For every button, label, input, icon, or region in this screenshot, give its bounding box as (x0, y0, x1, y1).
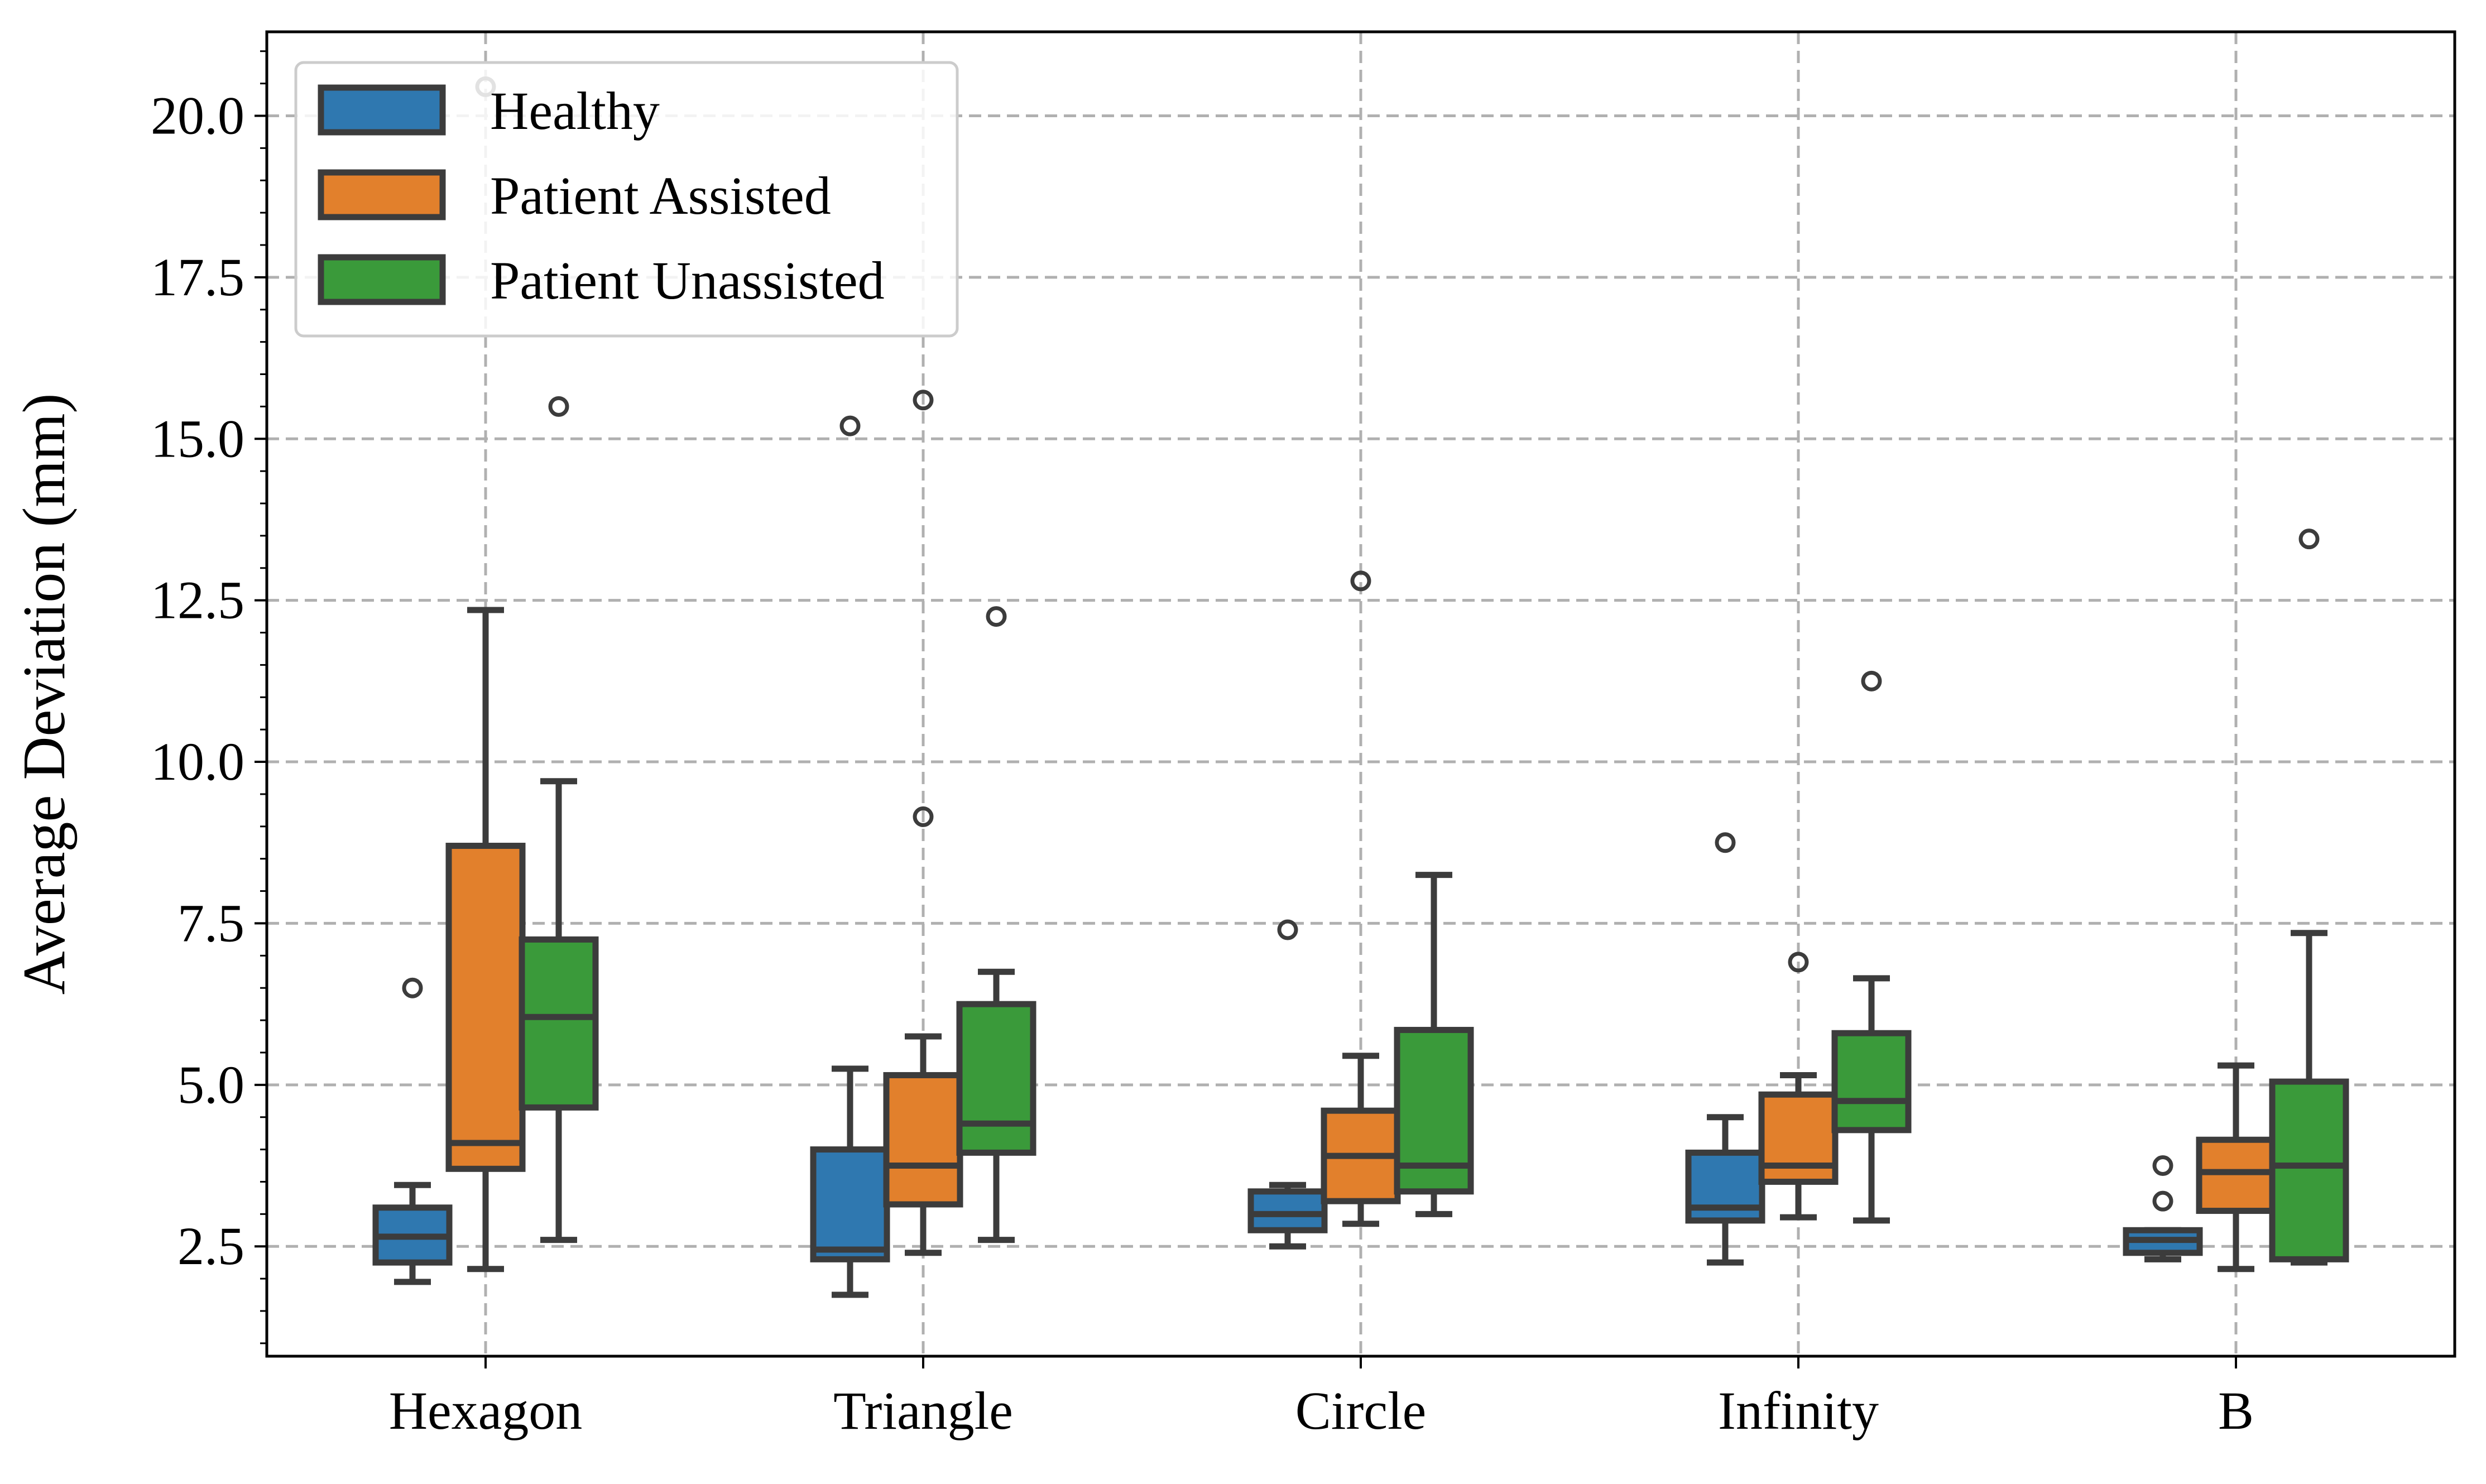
outlier-point (1861, 670, 1882, 691)
y-tick-label: 5.0 (177, 1055, 244, 1115)
box-healthy-infinity (1685, 832, 1765, 1266)
box-body (445, 843, 526, 1172)
legend: Healthy Patient Assisted Patient Unassiste… (294, 61, 959, 338)
y-tick-label: 17.5 (151, 247, 244, 307)
box-body (1831, 1030, 1912, 1134)
box-body (810, 1146, 890, 1262)
x-tick-label-triangle: Triangle (833, 1381, 1013, 1440)
box-patient-assisted-triangle (883, 390, 963, 1256)
box-body (956, 1001, 1036, 1156)
legend-swatch-healthy (318, 84, 446, 136)
outlier-point (1715, 832, 1736, 853)
box-body (2269, 1078, 2349, 1262)
box-patient-assisted-b (2196, 1062, 2276, 1272)
legend-label-healthy: Healthy (490, 81, 660, 141)
box-healthy-circle (1247, 919, 1328, 1250)
y-tick-label: 7.5 (177, 893, 244, 953)
x-tick-label-circle: Circle (1295, 1381, 1427, 1440)
box-healthy-hexagon (372, 977, 453, 1285)
y-tick-label: 10.0 (151, 732, 244, 791)
box-body (883, 1072, 963, 1208)
box-layer (372, 76, 2349, 1298)
box-patient-unassisted-circle (1394, 872, 1474, 1217)
x-tick-label-b: B (2218, 1381, 2254, 1440)
axis-layer: 2.5 5.0 7.5 10.0 12.5 15.0 17.5 20.0 Hexagon Tria… (151, 50, 2254, 1440)
box-body (1247, 1188, 1328, 1233)
y-tick-label: 12.5 (151, 570, 244, 630)
box-healthy-b (2123, 1155, 2203, 1262)
y-tick-label: 15.0 (151, 409, 244, 468)
legend-swatch-patient-unassisted (318, 254, 446, 305)
box-healthy-triangle (810, 415, 890, 1298)
x-tick-label-hexagon: Hexagon (389, 1381, 583, 1440)
legend-label-patient-assisted: Patient Assisted (490, 166, 831, 225)
outlier-point (2152, 1155, 2173, 1176)
outlier-point (913, 806, 934, 827)
x-tick-label-infinity: Infinity (1718, 1381, 1879, 1440)
outlier-point (548, 396, 569, 417)
legend-frame (294, 61, 959, 338)
outlier-point (2298, 529, 2320, 550)
outlier-point (1788, 952, 1809, 973)
y-tick-label: 20.0 (151, 85, 244, 145)
outlier-point (839, 415, 861, 436)
box-patient-assisted-infinity (1758, 952, 1839, 1221)
legend-label-patient-unassisted: Patient Unassisted (490, 251, 885, 310)
outlier-point (986, 606, 1007, 627)
outlier-point (2152, 1190, 2173, 1212)
y-tick-label: 2.5 (177, 1216, 244, 1276)
box-patient-unassisted-b (2269, 529, 2349, 1266)
y-axis-label: Average Deviation (mm) (11, 393, 78, 995)
outlier-point (913, 390, 934, 411)
outlier-point (1350, 570, 1371, 592)
legend-swatch-patient-assisted (318, 169, 446, 220)
box-patient-assisted-circle (1321, 570, 1401, 1227)
box-body (519, 936, 599, 1111)
box-body (2196, 1136, 2276, 1214)
outlier-point (1277, 919, 1298, 940)
box-patient-unassisted-infinity (1831, 670, 1912, 1224)
box-patient-unassisted-triangle (956, 606, 1036, 1243)
outlier-point (402, 977, 423, 998)
box-patient-unassisted-hexagon (519, 396, 599, 1243)
